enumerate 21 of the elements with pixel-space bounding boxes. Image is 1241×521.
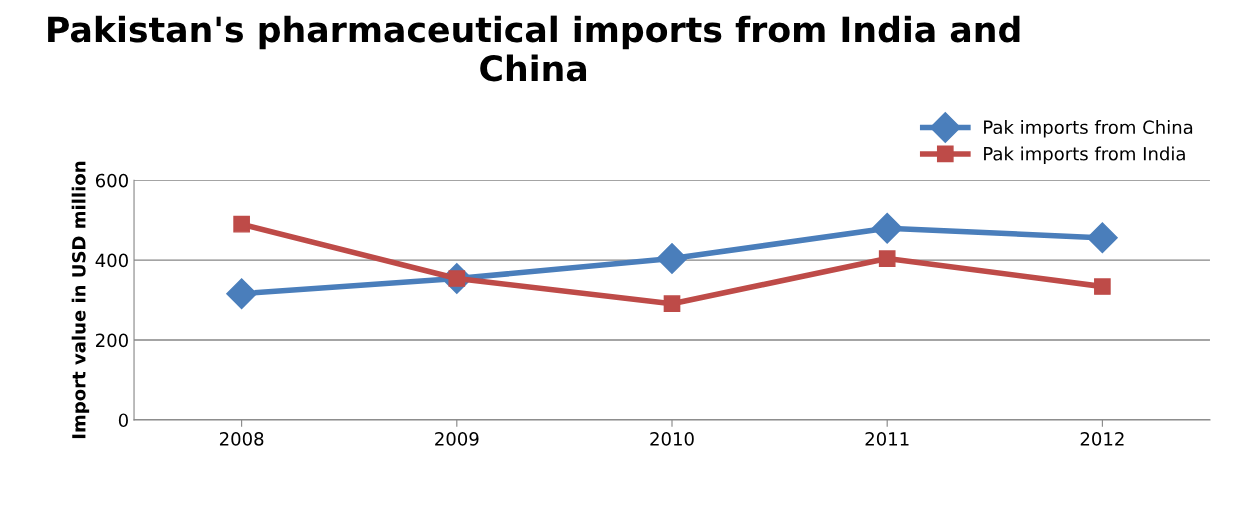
x-tick-label: 2008 — [219, 432, 264, 446]
x-tick-label: 2012 — [1080, 432, 1124, 446]
chart-title: Pakistan's pharmaceutical imports from India and China — [48, 15, 1020, 82]
point — [1086, 222, 1118, 254]
point — [1094, 278, 1111, 295]
y-tick-label: 200 — [96, 333, 128, 348]
x-tick-label: 2011 — [865, 432, 909, 446]
legend-label: Pak imports from India — [984, 146, 1185, 165]
point — [233, 215, 250, 233]
x-tick-label: 2010 — [650, 432, 694, 446]
legend-label: Pak imports from China — [984, 120, 1193, 138]
point — [871, 212, 903, 244]
point — [656, 243, 688, 274]
y-axis-title: Import value in USD million — [71, 161, 90, 439]
point — [226, 278, 258, 310]
y-tick-label: 400 — [95, 253, 128, 268]
point — [878, 250, 896, 267]
y-tick-label: 0 — [118, 413, 128, 428]
y-tick-label: 600 — [95, 173, 128, 188]
point — [663, 295, 681, 313]
x-tick-label: 2009 — [435, 432, 479, 446]
